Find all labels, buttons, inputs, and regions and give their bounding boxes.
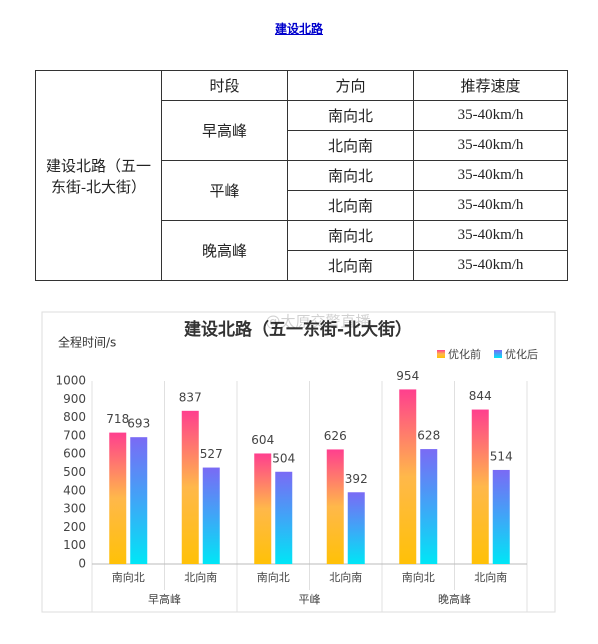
- bar: [130, 437, 148, 564]
- bar: [254, 453, 272, 564]
- bar: [471, 409, 489, 564]
- data-label: 837: [179, 390, 202, 404]
- bar: [202, 467, 220, 564]
- direction-cell: 北向南: [287, 130, 414, 161]
- data-label: 626: [324, 429, 347, 443]
- y-tick-label: 400: [63, 483, 86, 497]
- y-tick-label: 600: [63, 447, 86, 461]
- y-tick-label: 200: [63, 520, 86, 534]
- data-label: 628: [417, 429, 440, 443]
- data-label: 954: [396, 369, 419, 383]
- y-tick-label: 100: [63, 538, 86, 552]
- data-label: 693: [127, 417, 150, 431]
- legend-swatch: [494, 350, 502, 358]
- x-tick-label: 北向南: [329, 570, 362, 584]
- bar: [492, 469, 510, 564]
- page-title[interactable]: 建设北路: [274, 22, 323, 36]
- x-tick-label: 南向北: [257, 570, 290, 584]
- x-tick-label: 南向北: [112, 570, 145, 584]
- data-label: 604: [251, 433, 274, 447]
- direction-cell: 北向南: [287, 250, 414, 281]
- bar: [109, 432, 127, 564]
- direction-cell: 南向北: [287, 220, 414, 251]
- y-tick-label: 700: [63, 428, 86, 442]
- bar: [347, 492, 365, 564]
- data-label: 527: [200, 447, 223, 461]
- y-tick-label: 300: [63, 502, 86, 516]
- data-label: 514: [490, 449, 513, 463]
- y-tick-label: 1000: [55, 374, 86, 388]
- data-label: 844: [469, 389, 492, 403]
- bar: [275, 471, 293, 564]
- direction-cell: 北向南: [287, 190, 414, 221]
- period-cell: 平峰: [161, 160, 288, 221]
- speed-table: 建设北路（五一东街-北大街） 时段 方向 推荐速度 早高峰 南向北 35-40km/h 北向南…: [35, 70, 568, 281]
- y-tick-label: 900: [63, 392, 86, 406]
- speed-cell: 35-40km/h: [413, 190, 568, 221]
- chart-frame: [41, 311, 556, 613]
- bar: [420, 449, 438, 564]
- group-label: 早高峰: [148, 592, 181, 606]
- y-tick-label: 500: [63, 465, 86, 479]
- x-tick-label: 南向北: [402, 570, 435, 584]
- period-cell: 早高峰: [161, 100, 288, 161]
- direction-cell: 南向北: [287, 100, 414, 131]
- x-tick-label: 北向南: [184, 570, 217, 584]
- road-cell: 建设北路（五一东街-北大街）: [35, 70, 162, 281]
- header-cell: 推荐速度: [413, 70, 568, 101]
- y-axis-label: 全程时间/s: [58, 335, 116, 350]
- group-label: 平峰: [299, 593, 321, 606]
- speed-cell: 35-40km/h: [413, 100, 568, 131]
- bar: [326, 449, 344, 564]
- y-tick-label: 0: [78, 557, 86, 571]
- y-tick-label: 800: [63, 410, 86, 424]
- legend-swatch: [437, 350, 445, 358]
- legend-label: 优化后: [505, 347, 538, 361]
- data-label: 504: [272, 451, 295, 465]
- data-label: 718: [106, 412, 129, 426]
- bar: [181, 410, 199, 564]
- period-cell: 晚高峰: [161, 220, 288, 281]
- group-label: 晚高峰: [438, 592, 471, 606]
- watermark: @太原交警直播: [265, 313, 370, 331]
- x-tick-label: 北向南: [474, 570, 507, 584]
- speed-cell: 35-40km/h: [413, 250, 568, 281]
- data-label: 392: [345, 472, 368, 486]
- bar: [399, 389, 417, 564]
- legend-label: 优化前: [448, 347, 481, 361]
- chart-title: 建设北路（五一东街-北大街）: [184, 319, 412, 340]
